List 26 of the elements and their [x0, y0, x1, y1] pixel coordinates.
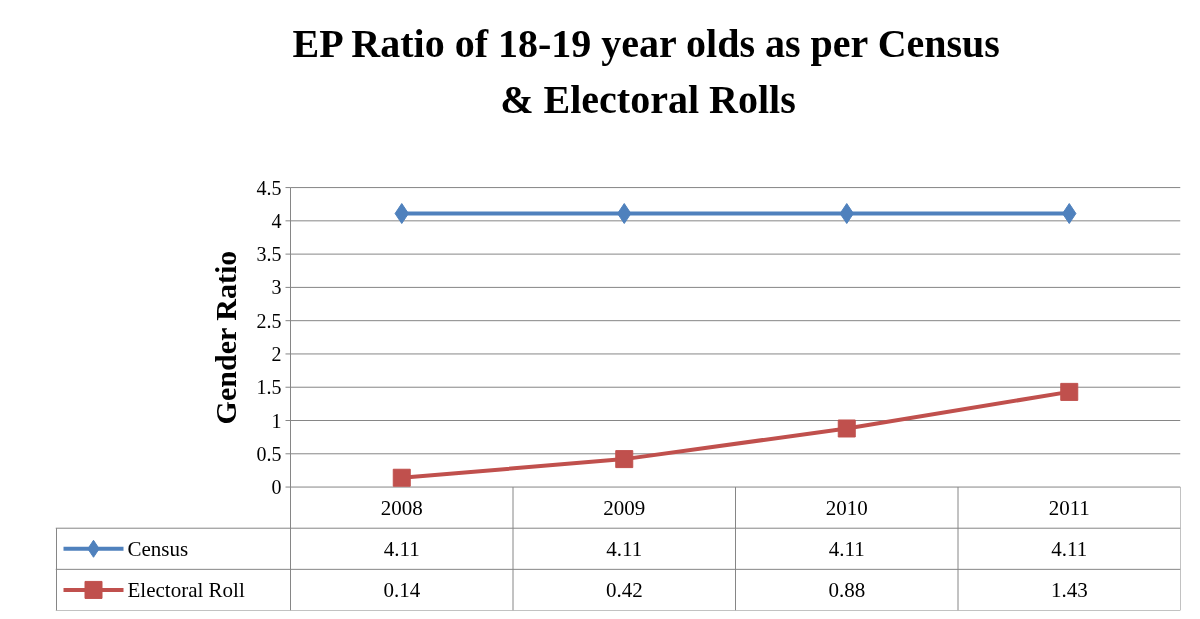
- data-label: 4.11: [383, 536, 420, 561]
- y-axis-title: Gender Ratio: [209, 250, 242, 425]
- data-label: 0.42: [605, 577, 643, 602]
- x-tick-label: 2009: [603, 495, 646, 520]
- y-tick-label: 3: [271, 276, 282, 299]
- y-tick-label: 4: [271, 209, 282, 232]
- legend-label: Electoral Roll: [127, 577, 245, 602]
- data-label: 4.11: [828, 536, 865, 561]
- y-tick-label: 2: [271, 342, 282, 365]
- y-tick-label: 0: [271, 476, 282, 499]
- y-tick-label: 3.5: [256, 243, 282, 266]
- x-tick-label: 2011: [1048, 495, 1090, 520]
- y-tick-label: 0.5: [256, 442, 282, 465]
- data-label: 1.43: [1050, 577, 1088, 602]
- y-tick-label: 1.5: [256, 376, 282, 399]
- data-label: 4.11: [1051, 536, 1088, 561]
- y-tick-label: 4.5: [256, 176, 282, 199]
- data-label: 0.14: [383, 577, 421, 602]
- x-tick-label: 2008: [380, 495, 423, 520]
- y-tick-label: 2.5: [256, 309, 282, 332]
- legend-label: Census: [127, 536, 189, 561]
- data-label: 0.88: [828, 577, 866, 602]
- data-label: 4.11: [606, 536, 643, 561]
- y-tick-label: 1: [271, 409, 282, 432]
- chart-title: EP Ratio of 18-19 year olds as per Census & Electoral Rolls: [292, 20, 1000, 122]
- x-tick-label: 2010: [825, 495, 868, 520]
